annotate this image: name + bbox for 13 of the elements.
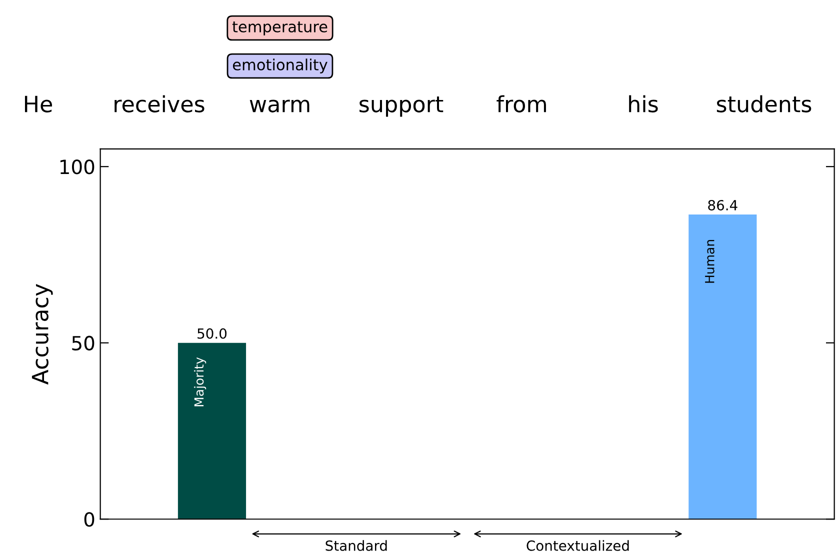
text: emotionality — [232, 58, 328, 74]
series-label: Majority — [194, 357, 206, 406]
data-label: 86.4 — [708, 200, 738, 210]
y-tick-label: 50 — [72, 336, 94, 351]
y-axis-title: Accuracy — [32, 284, 53, 385]
y-tick-label: 100 — [60, 160, 94, 174]
data-label: 50.0 — [198, 328, 227, 339]
series-label: Human — [705, 240, 714, 283]
text: Contextualized — [526, 540, 629, 551]
y-tick-label: 0 — [84, 512, 94, 527]
text: Standard — [326, 540, 387, 551]
text: temperature — [232, 21, 328, 36]
text: He receives warm support from his students — [24, 95, 812, 117]
